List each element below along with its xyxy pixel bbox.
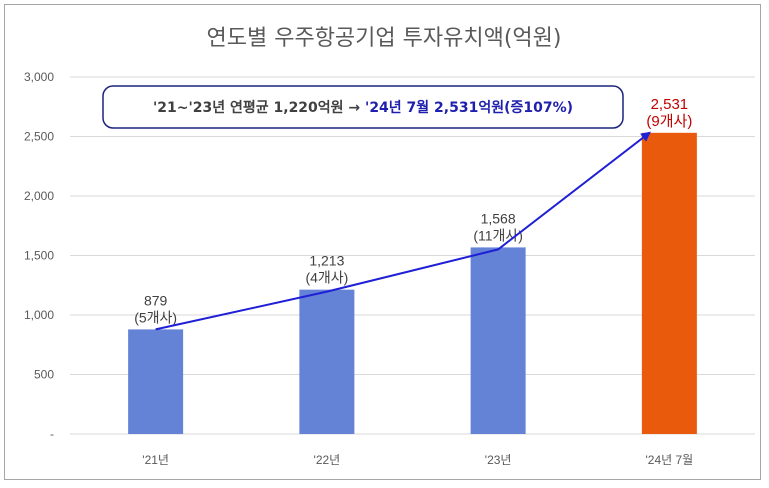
callout-part2: '24년 7월 2,531억원(증107%) xyxy=(365,99,573,116)
y-tick-label: 1,500 xyxy=(24,249,54,263)
value-label: 879 xyxy=(144,292,168,308)
y-tick-label: 3,000 xyxy=(24,70,54,84)
trend-arrow xyxy=(155,131,651,331)
bar xyxy=(470,247,526,434)
x-tick-label: '22년 xyxy=(314,453,341,467)
x-tick-label: '23년 xyxy=(485,453,512,467)
x-tick-label: '21년 xyxy=(142,453,169,467)
chart-title: 연도별 우주항공기업 투자유치액(억원) xyxy=(207,26,562,51)
y-tick-label: - xyxy=(50,427,54,441)
bar xyxy=(128,329,184,434)
y-tick-label: 2,000 xyxy=(24,189,54,203)
x-tick-label: '24년 7월 xyxy=(646,453,694,467)
callout-text: '21~'23년 연평균 1,220억원 → '24년 7월 2,531억원(증… xyxy=(153,99,573,116)
y-tick-label: 2,500 xyxy=(24,130,54,144)
bar xyxy=(641,132,697,434)
count-label: (9개사) xyxy=(646,113,692,130)
value-label: 2,531 xyxy=(651,96,689,113)
y-tick-label: 1,000 xyxy=(24,308,54,322)
callout-box: '21~'23년 연평균 1,220억원 → '24년 7월 2,531억원(증… xyxy=(102,85,624,129)
value-label: 1,568 xyxy=(481,210,516,226)
callout-part1: '21~'23년 연평균 1,220억원 → xyxy=(153,99,365,116)
count-label: (4개사) xyxy=(305,270,348,286)
y-tick-label: 500 xyxy=(34,368,54,382)
count-label: (5개사) xyxy=(134,309,177,325)
bar xyxy=(299,289,355,434)
value-label: 1,213 xyxy=(309,253,344,269)
